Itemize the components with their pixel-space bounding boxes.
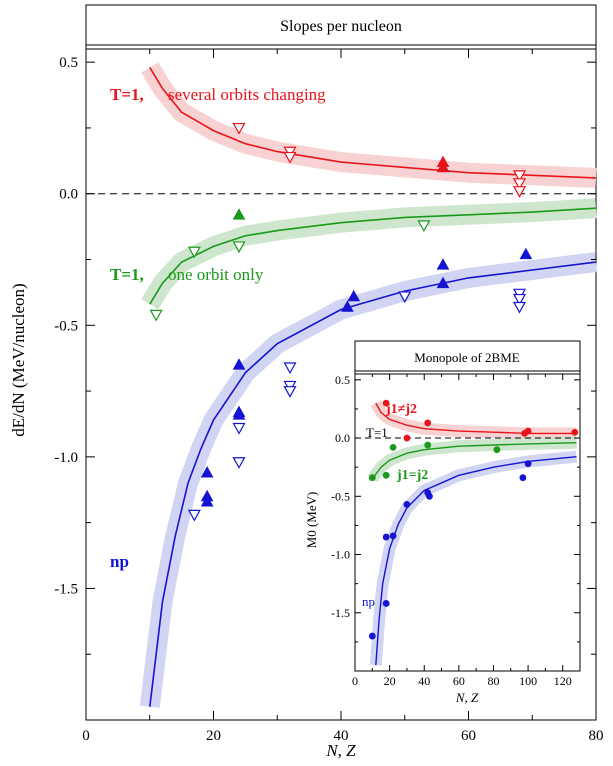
inset-y-tick-label-1: 0.0 (335, 431, 350, 445)
main-y-tick-label-1: 0.0 (59, 187, 78, 203)
main-filled-point-2-9 (436, 276, 450, 289)
inset-point-0-1 (403, 434, 411, 442)
main-fit-line-1 (149, 207, 597, 305)
inset-point-1-0 (368, 474, 376, 482)
main-open-point-2-1 (232, 422, 246, 435)
main-open-point-2-3 (283, 362, 297, 375)
main-x-tick-label-2: 40 (334, 728, 349, 744)
main-open-point-2-2 (232, 457, 246, 469)
main-open-point-1-1 (187, 246, 201, 259)
inset-x-tick-label-4: 80 (487, 674, 499, 688)
inset-point-2-8 (524, 460, 532, 468)
series-label-np: np (110, 552, 129, 571)
main-open-point-0-5 (512, 186, 527, 198)
main-open-point-1-2 (232, 241, 246, 254)
main-filled-point-2-5 (232, 408, 246, 420)
inset-y-tick-label-2: -0.5 (331, 489, 350, 503)
inset-x-axis-label: N, Z (455, 690, 479, 705)
main-y-axis-label: dE/dN (MeV/nucleon) (9, 283, 28, 436)
inset-x-tick-label-3: 60 (453, 674, 465, 688)
inset-y-tick-label-0: 0.5 (335, 373, 350, 387)
inset-series-label-np: np (362, 594, 375, 609)
inset-point-2-4 (403, 501, 411, 508)
inset-point-0-2 (424, 419, 432, 427)
main-open-point-1-0 (149, 309, 163, 322)
inset-point-2-2 (382, 533, 390, 541)
main-fit-lines (149, 66, 597, 707)
inset-point-1-1 (382, 471, 390, 479)
main-open-point-0-2 (283, 151, 297, 164)
inset-y-axis-label: M0 (MeV) (304, 492, 319, 549)
main-open-point-2-9 (512, 301, 527, 314)
main-open-point-2-8 (512, 293, 527, 306)
inset-x-tick-label-0: 0 (352, 674, 358, 688)
inset-x-tick-label-6: 120 (554, 674, 572, 688)
inset-title: Monopole of 2BME (414, 350, 520, 365)
series-desc-t1-several: several orbits changing (168, 85, 326, 104)
inset-data-points (368, 399, 579, 640)
main-open-point-2-0 (187, 509, 201, 522)
main-x-tick-label-4: 80 (589, 728, 604, 744)
main-x-tick-label-0: 0 (82, 728, 90, 744)
main-y-tick-label-2: -0.5 (54, 318, 78, 334)
inset-series-label-neq: j1≠j2 (385, 402, 417, 417)
inset-fit-lines (371, 402, 577, 666)
main-data-points (149, 122, 533, 522)
inset-fit-line-2 (375, 456, 577, 666)
inset-point-2-6 (426, 492, 433, 500)
inset-point-0-0 (382, 399, 390, 407)
inset-x-tick-label-2: 40 (418, 674, 430, 688)
series-label-t1-several: T=1, (110, 85, 144, 104)
inset-point-1-3 (424, 441, 432, 449)
inset-x-tick-label-1: 20 (384, 674, 396, 688)
main-filled-point-0-1 (436, 160, 450, 173)
main-x-tick-label-1: 20 (206, 728, 221, 744)
main-open-point-0-0 (232, 122, 246, 135)
main-open-point-0-3 (512, 170, 527, 183)
inset-fit-line-0 (375, 402, 577, 435)
main-y-tick-label-3: -1.0 (54, 450, 78, 466)
inset-point-2-7 (519, 474, 527, 482)
main-filled-point-1-0 (232, 208, 246, 220)
inset-series-label-eq: j1=j2 (396, 468, 428, 483)
main-filled-point-2-2 (200, 495, 214, 507)
main-title: Slopes per nucleon (280, 18, 402, 35)
main-filled-point-2-8 (436, 258, 450, 270)
series-label-t1-one: T=1, (110, 265, 144, 284)
inset-y-tick-label-3: -1.0 (331, 548, 350, 562)
inset-background (302, 342, 582, 698)
inset-point-2-0 (368, 632, 376, 640)
inset-plot: Monopole of 2BME 0 20 40 60 80 100 120 0.5 0.0 -0… (302, 340, 582, 705)
inset-point-1-2 (389, 443, 397, 451)
main-filled-point-2-10 (519, 247, 533, 260)
main-fit-line-0 (149, 66, 597, 179)
inset-point-0-4 (524, 427, 532, 435)
inset-point-1-4 (493, 446, 501, 454)
main-open-point-2-5 (283, 386, 297, 398)
main-open-point-0-4 (512, 178, 527, 190)
main-open-point-1-3 (417, 220, 431, 233)
main-fit-line-2 (149, 261, 597, 707)
inset-point-2-1 (382, 600, 390, 607)
inset-fit-line-1 (371, 442, 577, 480)
inset-point-2-3 (389, 532, 397, 540)
main-axes: 0 20 40 60 80 0.5 0.0 -0.5 -1.0 -1.5 (54, 49, 604, 744)
main-x-tick-label-3: 60 (461, 728, 476, 744)
inset-y-tick-label-4: -1.5 (331, 606, 350, 620)
main-x-axis-label: N, Z (325, 741, 356, 760)
main-filled-point-2-3 (232, 358, 246, 370)
inset-x-tick-label-5: 100 (519, 674, 537, 688)
main-filled-point-2-0 (200, 466, 214, 478)
main-y-tick-label-4: -1.5 (54, 581, 78, 597)
inset-point-0-5 (571, 428, 579, 436)
inset-ref-label-t1: T=1 (366, 425, 388, 440)
main-open-point-2-6 (398, 291, 412, 304)
main-filled-point-2-6 (341, 300, 354, 312)
main-filled-point-2-7 (347, 289, 361, 302)
main-y-tick-label-0: 0.5 (59, 55, 78, 71)
series-desc-t1-one: one orbit only (168, 265, 264, 284)
inset-axes: 0 20 40 60 80 100 120 0.5 0.0 -0.5 -1.0 -1.5 (331, 373, 580, 688)
